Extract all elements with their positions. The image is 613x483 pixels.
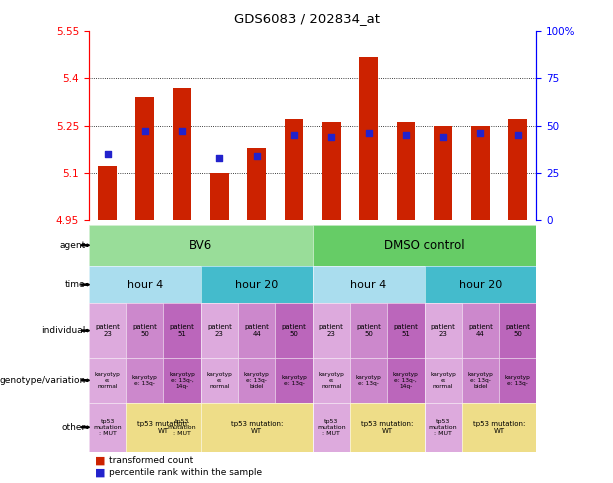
- Point: [364, 129, 373, 137]
- Text: genotype/variation: genotype/variation: [0, 376, 86, 385]
- Point: [140, 128, 150, 135]
- Point: [215, 154, 224, 161]
- Text: percentile rank within the sample: percentile rank within the sample: [109, 468, 262, 477]
- Text: other: other: [61, 423, 86, 432]
- Bar: [508, 119, 527, 220]
- Text: karyotyp
e: 13q-
bidel: karyotyp e: 13q- bidel: [468, 372, 493, 389]
- Text: GDS6083 / 202834_at: GDS6083 / 202834_at: [234, 12, 379, 25]
- Point: [476, 129, 485, 137]
- Point: [289, 131, 299, 139]
- Text: patient
50: patient 50: [132, 324, 158, 337]
- Text: patient
51: patient 51: [394, 324, 418, 337]
- Bar: [284, 119, 303, 220]
- Text: tp53 mutation:
WT: tp53 mutation: WT: [230, 421, 283, 434]
- Text: patient
50: patient 50: [281, 324, 306, 337]
- Bar: [359, 57, 378, 220]
- Bar: [397, 122, 415, 220]
- Text: time: time: [65, 280, 86, 289]
- Text: karyotyp
e: 13q-,
14q-: karyotyp e: 13q-, 14q-: [393, 372, 419, 389]
- Point: [438, 133, 448, 141]
- Text: tp53 mutation:
WT: tp53 mutation: WT: [361, 421, 413, 434]
- Text: tp53
mutation
: MUT: tp53 mutation : MUT: [429, 419, 457, 436]
- Text: tp53 mutation:
WT: tp53 mutation: WT: [137, 421, 189, 434]
- Text: karyotyp
e: 13q-: karyotyp e: 13q-: [504, 375, 531, 386]
- Text: tp53 mutation:
WT: tp53 mutation: WT: [473, 421, 525, 434]
- Text: hour 20: hour 20: [459, 280, 502, 290]
- Text: karyotyp
e: 13q-,
14q-: karyotyp e: 13q-, 14q-: [169, 372, 195, 389]
- Text: hour 20: hour 20: [235, 280, 278, 290]
- Bar: [322, 122, 341, 220]
- Text: transformed count: transformed count: [109, 456, 192, 466]
- Text: karyotyp
e: 13q-: karyotyp e: 13q-: [132, 375, 158, 386]
- Text: ■: ■: [95, 456, 105, 466]
- Bar: [173, 88, 191, 220]
- Point: [401, 131, 411, 139]
- Text: individual: individual: [42, 326, 86, 335]
- Text: patient
23: patient 23: [319, 324, 344, 337]
- Bar: [434, 126, 452, 220]
- Text: patient
50: patient 50: [505, 324, 530, 337]
- Bar: [135, 97, 154, 220]
- Text: patient
51: patient 51: [170, 324, 194, 337]
- Bar: [248, 147, 266, 220]
- Text: karyotyp
e:
normal: karyotyp e: normal: [94, 372, 121, 389]
- Point: [252, 152, 262, 159]
- Text: ■: ■: [95, 468, 105, 478]
- Text: BV6: BV6: [189, 239, 212, 252]
- Text: patient
23: patient 23: [431, 324, 455, 337]
- Text: tp53
mutation
: MUT: tp53 mutation : MUT: [168, 419, 196, 436]
- Text: patient
50: patient 50: [356, 324, 381, 337]
- Point: [102, 150, 112, 157]
- Text: tp53
mutation
: MUT: tp53 mutation : MUT: [317, 419, 346, 436]
- Text: hour 4: hour 4: [127, 280, 163, 290]
- Text: karyotyp
e: 13q-: karyotyp e: 13q-: [281, 375, 307, 386]
- Bar: [210, 172, 229, 220]
- Text: DMSO control: DMSO control: [384, 239, 465, 252]
- Text: tp53
mutation
: MUT: tp53 mutation : MUT: [93, 419, 122, 436]
- Text: patient
44: patient 44: [244, 324, 269, 337]
- Text: patient
44: patient 44: [468, 324, 493, 337]
- Text: karyotyp
e: 13q-
bidel: karyotyp e: 13q- bidel: [244, 372, 270, 389]
- Point: [513, 131, 523, 139]
- Text: karyotyp
e: 13q-: karyotyp e: 13q-: [356, 375, 381, 386]
- Text: karyotyp
e:
normal: karyotyp e: normal: [207, 372, 232, 389]
- Point: [177, 128, 187, 135]
- Text: karyotyp
e:
normal: karyotyp e: normal: [318, 372, 345, 389]
- Text: patient
23: patient 23: [95, 324, 120, 337]
- Text: agent: agent: [59, 241, 86, 250]
- Bar: [98, 166, 117, 220]
- Text: patient
23: patient 23: [207, 324, 232, 337]
- Text: hour 4: hour 4: [351, 280, 387, 290]
- Text: karyotyp
e:
normal: karyotyp e: normal: [430, 372, 456, 389]
- Point: [326, 133, 336, 141]
- Bar: [471, 126, 490, 220]
